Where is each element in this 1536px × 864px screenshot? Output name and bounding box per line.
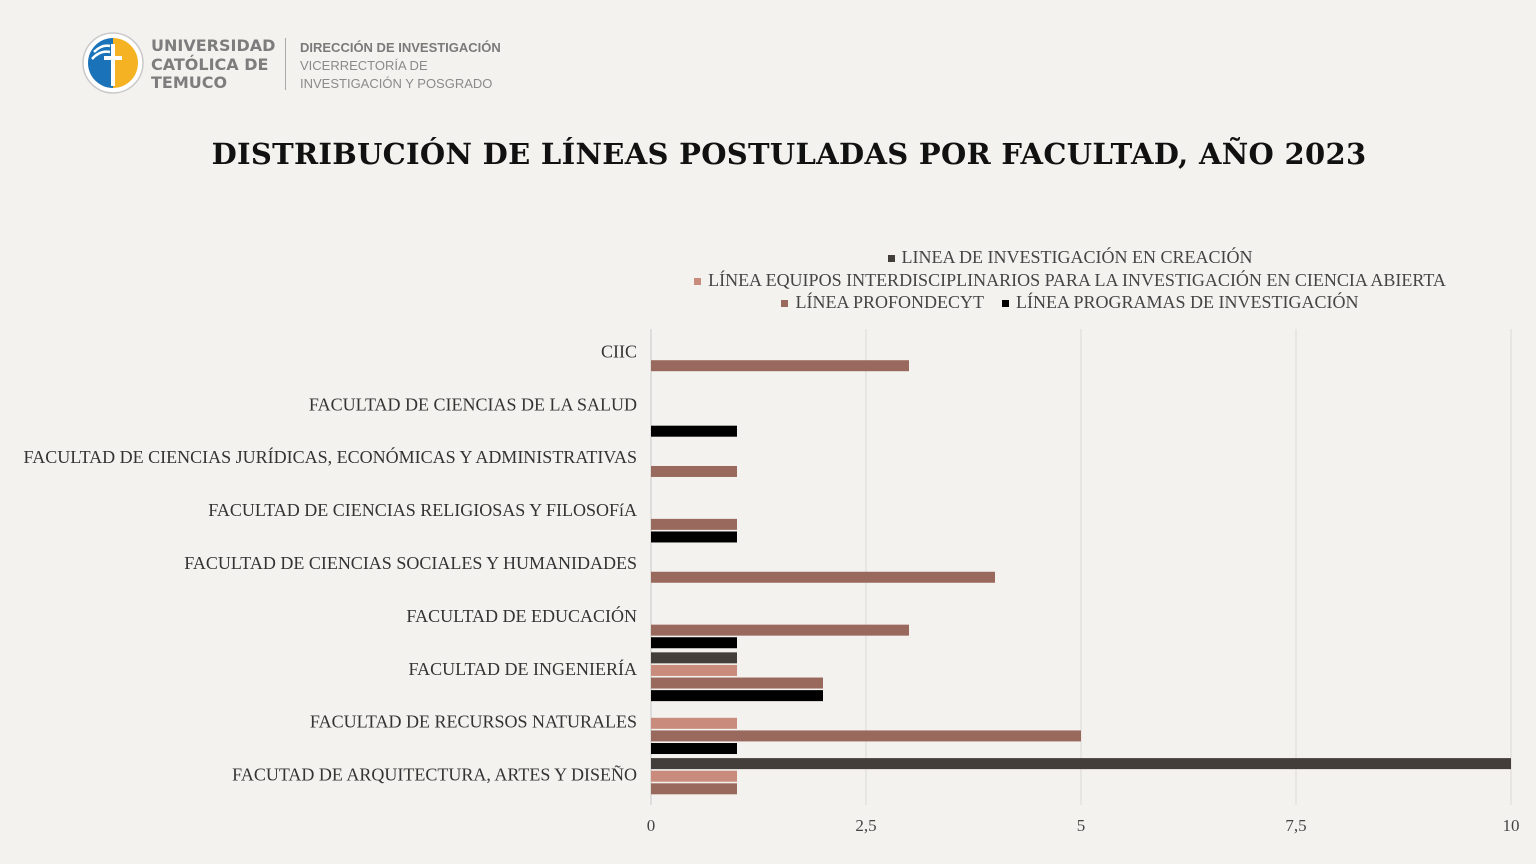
legend-label: LÍNEA PROFONDECYT (795, 292, 984, 312)
bar (651, 465, 737, 477)
department-block: DIRECCIÓN DE INVESTIGACIÓN VICERRECTORÍA… (300, 39, 501, 93)
bar (651, 730, 1081, 742)
category-label: FACULTAD DE CIENCIAS SOCIALES Y HUMANIDA… (184, 553, 637, 573)
bar (651, 770, 737, 782)
bar (651, 758, 1511, 770)
legend-swatch-icon (887, 255, 895, 263)
legend-item: LINEA DE INVESTIGACIÓN EN CREACIÓN (887, 247, 1253, 267)
category-label: FACULTAD DE INGENIERÍA (408, 658, 637, 679)
x-tick-label: 5 (1077, 816, 1086, 835)
legend-item: LÍNEA PROGRAMAS DE INVESTIGACIÓN (1002, 292, 1359, 312)
subdepartment-line: VICERRECTORÍA DE (300, 58, 428, 73)
bar (651, 571, 995, 583)
legend-item: LÍNEA EQUIPOS INTERDISCIPLINARIOS PARA L… (694, 270, 1446, 290)
bar (651, 690, 823, 702)
subdepartment-line: INVESTIGACIÓN Y POSGRADO (300, 76, 493, 91)
legend-swatch-icon (694, 277, 702, 285)
university-name: UNIVERSIDAD CATÓLICA DE TEMUCO (151, 36, 276, 93)
bar (651, 717, 737, 729)
legend-item: LÍNEA PROFONDECYT (781, 292, 984, 312)
university-name-line: UNIVERSIDAD (151, 36, 276, 55)
category-label: FACULTAD DE CIENCIAS DE LA SALUD (309, 394, 637, 414)
bar (651, 677, 823, 689)
university-name-line: CATÓLICA DE (151, 54, 269, 74)
category-label: CIIC (601, 341, 637, 361)
x-tick-label: 7,5 (1285, 816, 1306, 835)
legend-label: LÍNEA PROGRAMAS DE INVESTIGACIÓN (1016, 292, 1359, 312)
university-logo (82, 32, 144, 94)
bar (651, 425, 737, 437)
bar (651, 637, 737, 649)
legend-swatch-icon (781, 300, 789, 308)
bar (651, 518, 737, 530)
legend-swatch-icon (1002, 300, 1009, 308)
department-name: DIRECCIÓN DE INVESTIGACIÓN (300, 40, 501, 55)
bar (651, 360, 909, 372)
legend-label: LÍNEA EQUIPOS INTERDISCIPLINARIOS PARA L… (708, 269, 1446, 290)
category-label: FACULTAD DE EDUCACIÓN (406, 605, 637, 626)
chart-legend: LINEA DE INVESTIGACIÓN EN CREACIÓN LÍNEA… (600, 246, 1536, 314)
bar (651, 743, 737, 755)
category-label: FACULTAD DE CIENCIAS JURÍDICAS, ECONÓMIC… (24, 446, 637, 467)
header-divider (285, 38, 286, 90)
university-name-line: TEMUCO (151, 73, 228, 92)
bar (651, 624, 909, 636)
bar (651, 531, 737, 543)
legend-label: LINEA DE INVESTIGACIÓN EN CREACIÓN (901, 247, 1253, 267)
category-label: FACULTAD DE RECURSOS NATURALES (310, 712, 637, 732)
x-tick-label: 10 (1503, 816, 1520, 835)
x-tick-label: 0 (647, 816, 656, 835)
x-tick-label: 2,5 (855, 816, 876, 835)
category-label: FACULTAD DE CIENCIAS RELIGIOSAS Y FILOSO… (208, 500, 637, 520)
bar (651, 652, 737, 664)
bar (651, 664, 737, 676)
chart-title: DISTRIBUCIÓN DE LÍNEAS POSTULADAS POR FA… (211, 137, 1367, 171)
category-label: FACUTAD DE ARQUITECTURA, ARTES Y DISEÑO (232, 764, 637, 785)
bar (651, 783, 737, 795)
